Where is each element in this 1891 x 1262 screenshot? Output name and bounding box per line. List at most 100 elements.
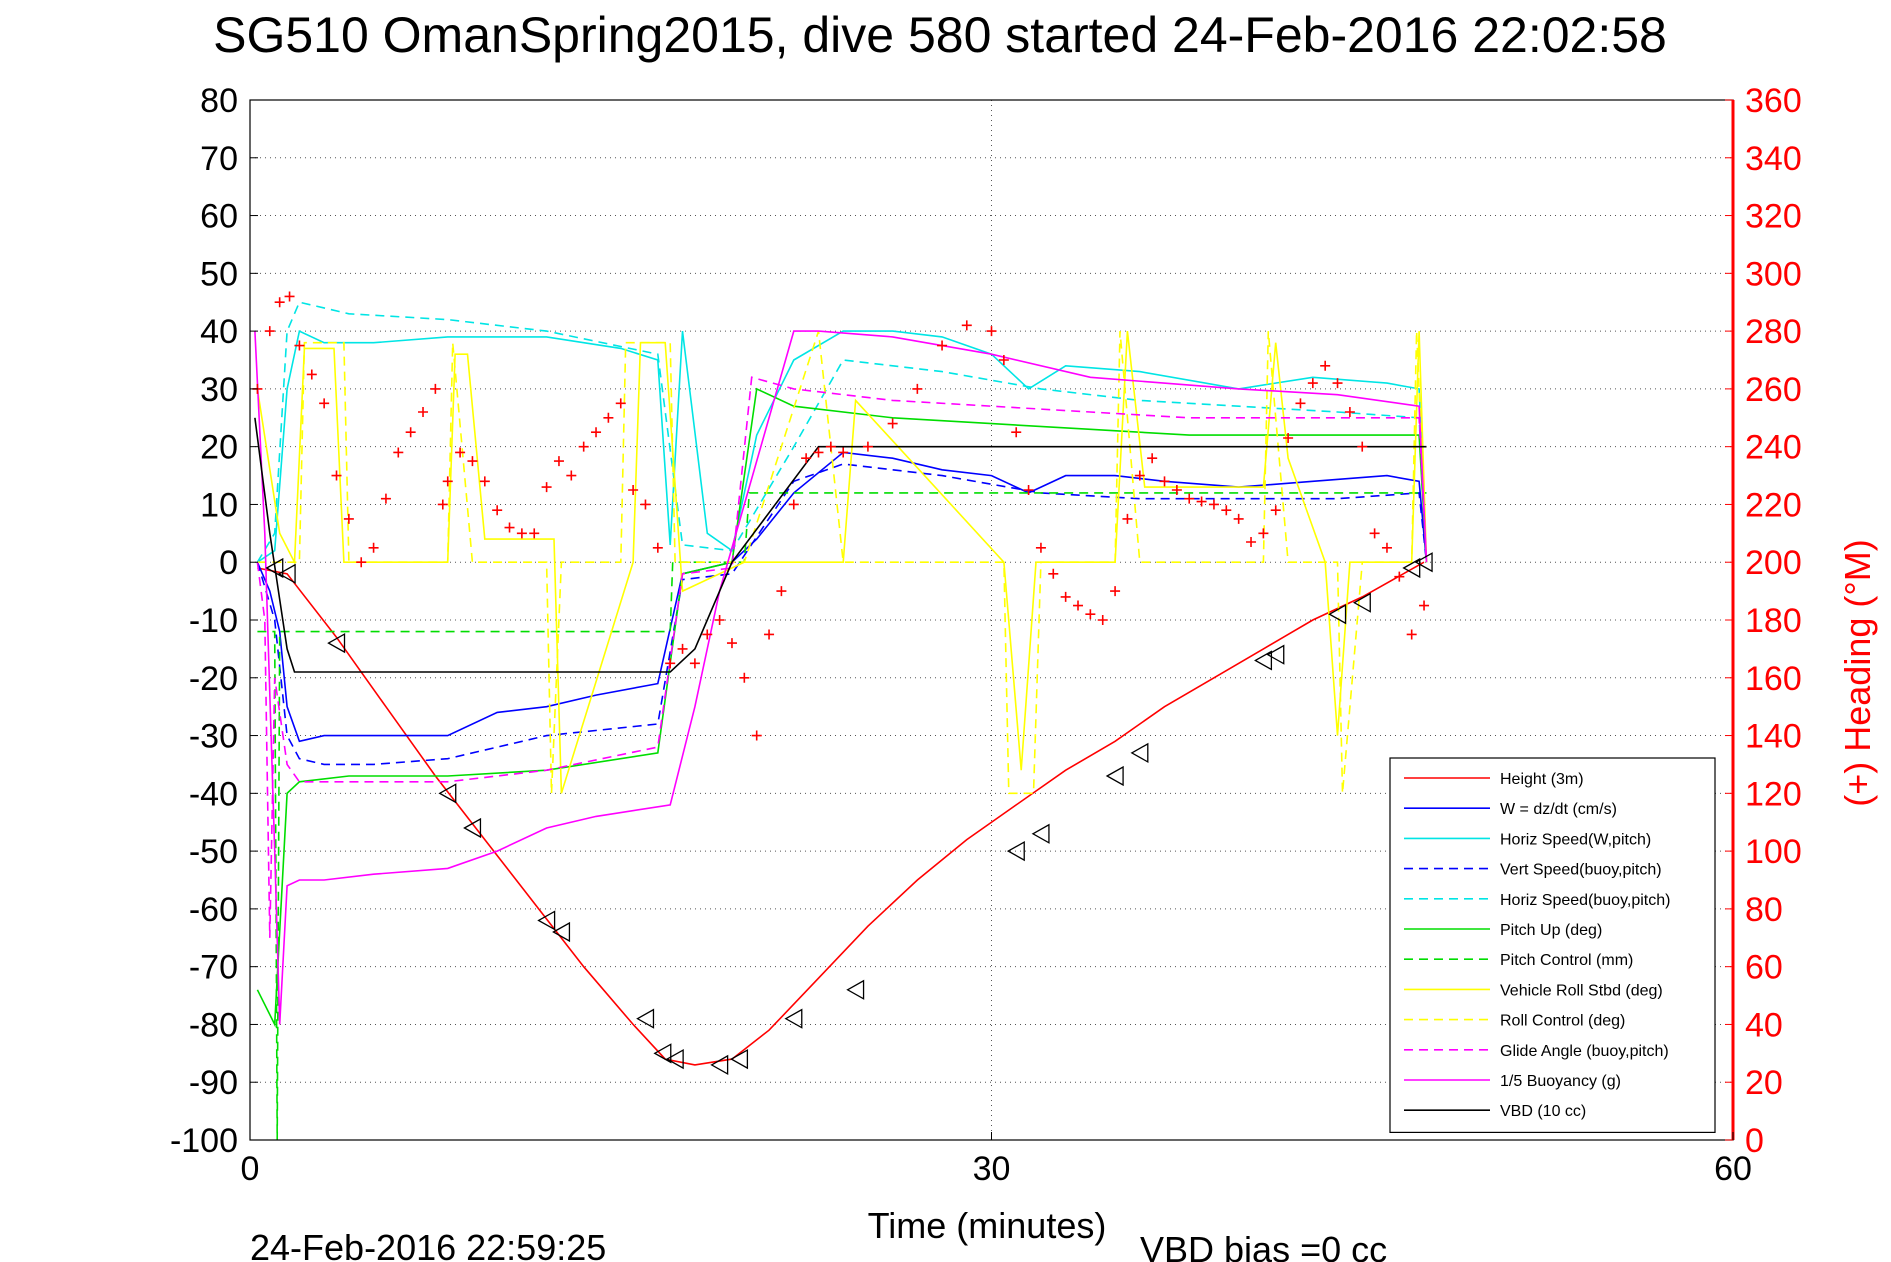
y-tick-label: -20 — [189, 660, 238, 698]
heading-point — [652, 542, 663, 553]
legend-label: Vert Speed(buoy,pitch) — [1500, 862, 1662, 879]
heading-point — [368, 542, 379, 553]
heading-point — [628, 485, 639, 495]
heading-point — [1332, 378, 1343, 389]
height-marker — [665, 1048, 684, 1070]
left-axis-ticks: -100-90-80-70-60-50-40-30-20-10010203040… — [170, 82, 258, 1160]
y2-tick-label: 260 — [1745, 371, 1802, 409]
legend-label: W = dz/dt (cm/s) — [1500, 801, 1617, 818]
heading-point — [467, 456, 478, 467]
heading-point — [479, 476, 490, 487]
height-marker — [653, 1043, 672, 1064]
heading-point — [591, 427, 602, 438]
heading-point — [677, 643, 688, 654]
heading-point — [640, 499, 651, 510]
series-line-height-3m — [257, 561, 1425, 1066]
heading-point — [689, 658, 700, 669]
y-tick-label: -60 — [189, 891, 238, 929]
heading-point — [418, 407, 429, 417]
height-marker — [1414, 552, 1433, 573]
x-axis-label: Time (minutes) — [868, 1205, 1107, 1246]
legend-label: Pitch Up (deg) — [1500, 922, 1602, 939]
heading-point — [1184, 493, 1195, 504]
legend-label: Horiz Speed(buoy,pitch) — [1500, 892, 1670, 909]
y-tick-label: -70 — [189, 949, 238, 987]
heading-point — [516, 528, 527, 539]
heading-point — [1159, 476, 1170, 487]
heading-point — [284, 291, 295, 302]
right-axis-label: (+) Heading (°M) — [1837, 539, 1878, 806]
heading-point — [937, 340, 948, 351]
y2-tick-label: 40 — [1745, 1006, 1783, 1044]
y-tick-label: 80 — [200, 82, 238, 120]
height-marker — [265, 557, 284, 579]
heading-point — [1085, 609, 1096, 620]
height-marker — [730, 1048, 749, 1070]
heading-point — [1035, 542, 1046, 553]
height-marker — [1130, 742, 1149, 764]
heading-point — [603, 412, 614, 423]
y-tick-label: -30 — [189, 718, 238, 756]
height-marker — [784, 1008, 803, 1029]
heading-series — [252, 291, 1430, 741]
y2-tick-label: 100 — [1745, 833, 1802, 871]
y2-tick-label: 320 — [1745, 198, 1802, 236]
series-layer — [252, 291, 1433, 1141]
heading-point — [1147, 453, 1158, 464]
heading-point — [1208, 499, 1219, 510]
y2-tick-label: 360 — [1745, 82, 1802, 120]
height-marker — [1006, 840, 1025, 862]
legend-label: 1/5 Buoyancy (g) — [1500, 1073, 1621, 1090]
x-tick-label: 60 — [1714, 1150, 1752, 1188]
y2-tick-label: 0 — [1745, 1122, 1764, 1160]
heading-point — [1394, 571, 1405, 582]
heading-point — [1419, 600, 1430, 611]
heading-point — [665, 658, 676, 669]
heading-point — [492, 505, 503, 516]
heading-point — [986, 326, 997, 337]
y2-tick-label: 280 — [1745, 313, 1802, 351]
y2-tick-label: 160 — [1745, 660, 1802, 698]
y-tick-label: -80 — [189, 1006, 238, 1044]
heading-point — [776, 586, 787, 597]
series-line-pitch-up-deg — [256, 387, 1428, 1028]
height-marker — [1266, 644, 1285, 665]
heading-point — [1023, 485, 1034, 495]
heading-point — [1134, 470, 1145, 481]
heading-point — [393, 447, 404, 458]
heading-point — [1320, 360, 1331, 371]
height-marker — [463, 817, 482, 839]
footer-vbd-bias: VBD bias =0 cc — [1140, 1229, 1387, 1262]
heading-point — [1246, 537, 1257, 547]
heading-point — [1011, 427, 1022, 438]
legend-label: Height (3m) — [1500, 771, 1584, 788]
heading-point — [319, 398, 330, 409]
y-tick-label: 60 — [200, 198, 238, 236]
heading-point — [578, 441, 589, 452]
height-marker — [552, 921, 571, 943]
heading-point — [912, 383, 923, 394]
y2-tick-label: 300 — [1745, 255, 1802, 293]
height-marker — [1352, 592, 1371, 613]
heading-point — [553, 456, 564, 467]
heading-point — [764, 629, 775, 640]
x-tick-label: 30 — [973, 1150, 1011, 1188]
heading-point — [504, 522, 515, 533]
heading-point — [356, 557, 367, 568]
heading-point — [264, 326, 275, 337]
heading-point — [1283, 433, 1294, 443]
heading-point — [1381, 542, 1392, 553]
legend-box — [1389, 757, 1716, 1133]
height-marker — [327, 632, 346, 654]
legend-label: Vehicle Roll Stbd (deg) — [1500, 982, 1663, 999]
y2-tick-label: 120 — [1745, 775, 1802, 813]
legend-label: Roll Control (deg) — [1500, 1013, 1625, 1030]
heading-point — [1073, 600, 1084, 611]
height-marker — [537, 910, 556, 931]
heading-point — [343, 513, 354, 524]
heading-point — [714, 615, 725, 625]
y-tick-label: 20 — [200, 429, 238, 467]
y2-tick-label: 200 — [1745, 544, 1802, 582]
legend-label: Pitch Control (mm) — [1500, 952, 1633, 969]
heading-point — [566, 470, 577, 481]
